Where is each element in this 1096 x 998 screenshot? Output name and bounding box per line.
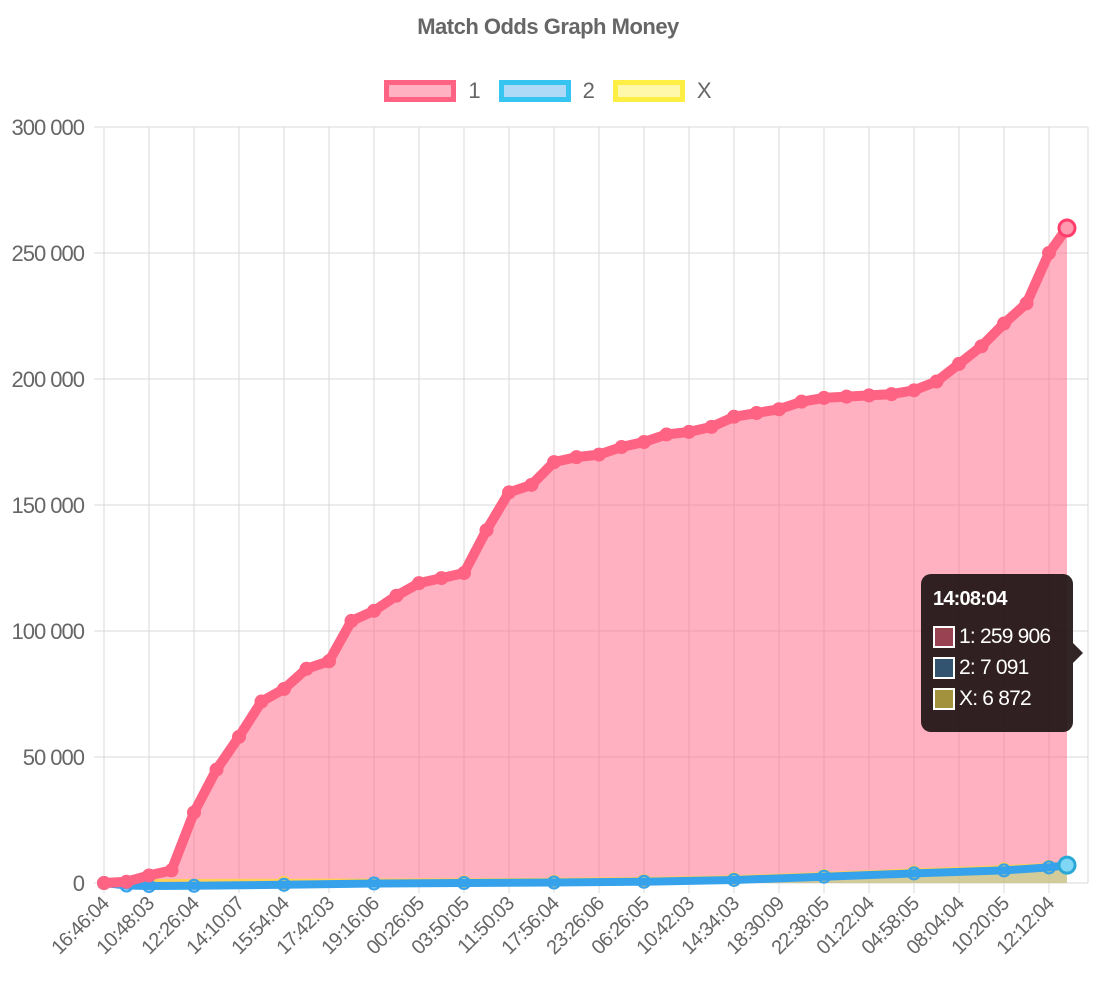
series-1-point bbox=[322, 654, 336, 669]
series-1-point bbox=[142, 868, 156, 883]
series-2-point bbox=[187, 878, 201, 893]
series-1-point bbox=[367, 603, 381, 618]
series-1-point bbox=[389, 588, 404, 603]
series-1-point bbox=[1019, 296, 1034, 311]
series-1-point bbox=[502, 485, 516, 500]
series-1-point bbox=[187, 805, 201, 820]
series-1-point bbox=[929, 374, 944, 389]
series-1-area bbox=[104, 228, 1067, 884]
series-1-point bbox=[479, 523, 494, 538]
series-1-point bbox=[592, 447, 606, 462]
series-1-point bbox=[164, 863, 179, 878]
y-tick-label: 100 000 bbox=[11, 619, 84, 644]
series-1-point bbox=[772, 402, 786, 417]
series-1-point bbox=[1042, 246, 1056, 260]
series-1-point bbox=[749, 406, 764, 421]
series-1-point bbox=[614, 440, 629, 455]
legend-swatch-1 bbox=[384, 80, 457, 102]
series-2-line bbox=[100, 861, 1071, 891]
series-2-point bbox=[367, 876, 381, 891]
series-1-point bbox=[209, 762, 224, 777]
series-1-point bbox=[952, 356, 966, 371]
legend-item-x[interactable]: X bbox=[612, 78, 712, 104]
series-1-point bbox=[997, 316, 1011, 331]
series-1-point bbox=[344, 613, 359, 628]
y-tick-label: 300 000 bbox=[11, 115, 84, 140]
legend-label-x: X bbox=[696, 78, 712, 103]
series-2-point bbox=[1042, 860, 1056, 875]
series-1-point bbox=[794, 394, 809, 409]
tooltip-swatch-x bbox=[933, 687, 955, 710]
tooltip-row-x: X: 6 872 bbox=[933, 683, 1061, 714]
active-point-2 bbox=[1057, 855, 1077, 875]
series-2-point bbox=[277, 877, 291, 892]
y-tick-label: 200 000 bbox=[11, 367, 84, 392]
series-1-point bbox=[457, 566, 471, 581]
series-1-point bbox=[277, 681, 291, 696]
legend: 1 2 X bbox=[0, 78, 1096, 104]
series-2-point bbox=[637, 874, 651, 889]
series-1-point bbox=[569, 450, 584, 465]
y-tick-label: 50 000 bbox=[23, 745, 85, 770]
series-2-point bbox=[817, 869, 831, 884]
tooltip-row-2: 2: 7 091 bbox=[933, 652, 1061, 683]
tooltip-row-1: 1: 259 906 bbox=[933, 621, 1061, 652]
legend-item-1[interactable]: 1 bbox=[384, 78, 481, 104]
series-1-point bbox=[682, 424, 696, 439]
series-2-point bbox=[997, 863, 1011, 878]
series-1-point bbox=[704, 419, 719, 434]
y-tick-label: 150 000 bbox=[11, 493, 84, 518]
series-1-point bbox=[974, 339, 989, 354]
tooltip: 14:08:04 1: 259 906 2: 7 091 X: 6 872 bbox=[921, 574, 1083, 732]
series-1-point bbox=[637, 435, 651, 449]
tooltip-value-x: X: 6 872 bbox=[959, 686, 1032, 710]
y-tick-label: 0 bbox=[73, 871, 85, 896]
series-1-point bbox=[412, 576, 426, 591]
series-1-point bbox=[727, 409, 741, 424]
series-1-point bbox=[884, 387, 899, 402]
series-1-point bbox=[547, 455, 561, 470]
legend-swatch-x bbox=[612, 80, 685, 102]
series-1-point bbox=[817, 390, 831, 405]
tooltip-value-2: 2: 7 091 bbox=[959, 655, 1029, 679]
tooltip-value-1: 1: 259 906 bbox=[959, 624, 1051, 648]
legend-item-2[interactable]: 2 bbox=[498, 78, 595, 104]
series-1-point bbox=[839, 389, 854, 404]
series-1-point bbox=[524, 477, 539, 492]
series-1-point bbox=[907, 383, 921, 398]
series-1-point bbox=[299, 661, 314, 676]
series-2-point bbox=[907, 866, 921, 881]
tooltip-title: 14:08:04 bbox=[933, 588, 1007, 610]
series-1-point bbox=[232, 729, 246, 744]
series-2-point bbox=[457, 876, 471, 890]
series-1-point bbox=[434, 571, 449, 586]
legend-label-1: 1 bbox=[468, 78, 481, 103]
series-1-point bbox=[862, 388, 876, 403]
active-point-1 bbox=[1057, 218, 1077, 238]
tooltip-swatch-2 bbox=[933, 656, 955, 679]
series-1-point bbox=[659, 427, 674, 442]
y-tick-label: 250 000 bbox=[11, 241, 84, 266]
series-2-point bbox=[547, 875, 561, 890]
tooltip-swatch-1 bbox=[933, 625, 955, 648]
series-1-point bbox=[119, 874, 134, 889]
series-1-point bbox=[254, 694, 269, 709]
chart-title: Match Odds Graph Money bbox=[417, 14, 679, 39]
series-2-point bbox=[727, 872, 741, 887]
series-1-point bbox=[97, 876, 111, 890]
legend-swatch-2 bbox=[498, 80, 571, 102]
legend-label-2: 2 bbox=[582, 78, 595, 103]
